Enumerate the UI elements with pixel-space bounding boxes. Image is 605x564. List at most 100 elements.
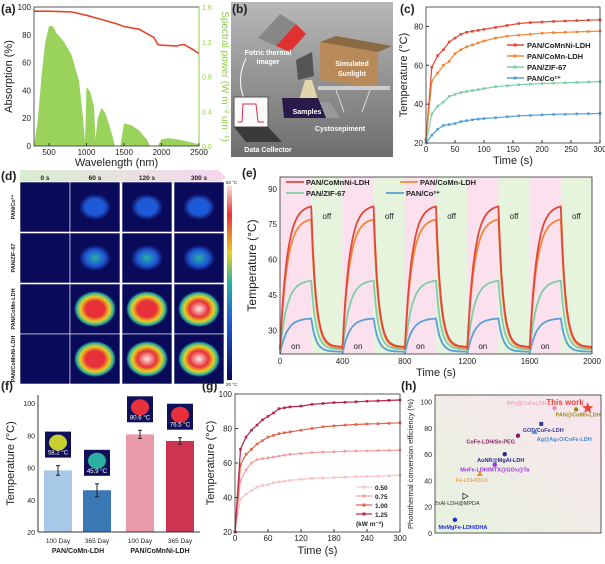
data-point bbox=[531, 428, 538, 434]
data-point bbox=[517, 83, 521, 87]
y-tick-label: 100 bbox=[23, 401, 35, 408]
axes-frame bbox=[434, 394, 602, 534]
x-axis-label: Time (s) bbox=[416, 367, 456, 379]
x-tick-label: 200 bbox=[535, 145, 549, 154]
legend-unit: (kW m⁻²) bbox=[356, 521, 383, 528]
data-point bbox=[387, 449, 391, 452]
legend-marker bbox=[362, 494, 366, 498]
collector-label: Data Collector bbox=[244, 147, 292, 154]
point-label: MnFe-LDH/MTX@GOx@Ta bbox=[460, 468, 530, 474]
plot-background bbox=[435, 395, 601, 533]
y-tick-label: 60 bbox=[22, 59, 31, 68]
data-point bbox=[261, 484, 264, 487]
x-tick-label: 0 bbox=[233, 534, 238, 543]
data-point bbox=[266, 456, 270, 460]
point-label: CoFe-LDH/Se-PEG bbox=[466, 440, 515, 446]
y-right-axis-label: Spectral power (W m⁻² um⁻¹) bbox=[219, 11, 230, 142]
point-label: ZnAl-LDH@MPDA bbox=[434, 501, 480, 507]
axes-frame bbox=[279, 176, 593, 355]
data-point bbox=[515, 433, 521, 438]
legend-label: 1.25 bbox=[375, 512, 388, 519]
y-tick-label: 60 bbox=[414, 61, 423, 70]
data-point bbox=[563, 112, 567, 116]
data-point bbox=[239, 478, 242, 482]
data-point bbox=[471, 29, 474, 33]
hot-spot bbox=[126, 291, 168, 327]
thermal-imager-body bbox=[258, 14, 296, 46]
y-axis-label: Photothermal conversion efficiency (%) bbox=[406, 399, 415, 529]
y-tick-label: 40 bbox=[424, 478, 432, 485]
data-point bbox=[332, 424, 336, 428]
y-tick-label: 40 bbox=[223, 494, 232, 503]
data-point bbox=[343, 400, 347, 404]
data-point bbox=[563, 19, 567, 23]
bar bbox=[126, 434, 154, 532]
data-point bbox=[299, 428, 303, 432]
data-point bbox=[288, 453, 292, 456]
x-tick-label: 1500 bbox=[115, 148, 133, 157]
data-point bbox=[447, 60, 451, 63]
data-point bbox=[277, 454, 281, 458]
x-tick-label: 300 bbox=[593, 145, 605, 154]
legend-label: 1.00 bbox=[375, 503, 388, 510]
data-point bbox=[459, 91, 463, 94]
data-point bbox=[494, 36, 497, 40]
data-point bbox=[354, 475, 358, 479]
thermal-image bbox=[19, 283, 71, 335]
data-point bbox=[376, 422, 380, 425]
thermal-image bbox=[19, 181, 71, 233]
data-point bbox=[244, 435, 248, 439]
data-point bbox=[453, 52, 457, 55]
y-tick-label: 80 bbox=[27, 433, 35, 440]
y-tick-label: 40 bbox=[414, 100, 423, 109]
y-tick-label: 40 bbox=[27, 498, 35, 505]
point-label: Fe-LDH/DOX bbox=[455, 478, 488, 484]
hot-spot bbox=[131, 245, 163, 271]
colorbar-min-label: 20 °C bbox=[226, 382, 238, 387]
data-point bbox=[539, 421, 544, 426]
data-point bbox=[255, 423, 259, 427]
y-axis-label: Temperature (°C) bbox=[245, 219, 259, 311]
panel-label: (d) bbox=[1, 169, 16, 183]
hot-spot bbox=[79, 194, 111, 220]
samples-label: Samples bbox=[293, 109, 322, 116]
time-label: 120 s bbox=[139, 175, 156, 182]
legend-label: PAN/CoMnNi-LDH bbox=[527, 41, 591, 50]
data-point bbox=[452, 517, 458, 523]
sunlight-box-top bbox=[320, 36, 392, 52]
data-point bbox=[575, 19, 579, 22]
data-point bbox=[563, 81, 567, 85]
y-tick-label: 0 bbox=[27, 142, 32, 151]
data-point bbox=[283, 406, 286, 410]
data-point bbox=[447, 123, 451, 126]
off-label: off bbox=[385, 212, 395, 221]
legend-label: 0.75 bbox=[375, 494, 388, 501]
data-point bbox=[529, 21, 532, 24]
data-point bbox=[261, 457, 264, 460]
point-label: This work bbox=[546, 398, 584, 407]
data-point bbox=[540, 113, 544, 117]
series-line bbox=[425, 81, 601, 144]
data-point bbox=[587, 30, 590, 33]
data-point bbox=[310, 427, 314, 430]
data-point bbox=[476, 470, 483, 476]
data-point bbox=[250, 489, 253, 492]
laptop-keyboard bbox=[234, 127, 282, 142]
data-point bbox=[354, 423, 358, 426]
stand-leg bbox=[335, 89, 345, 113]
hot-spot bbox=[183, 245, 215, 271]
data-point bbox=[343, 449, 347, 453]
data-point bbox=[354, 400, 358, 404]
data-point bbox=[505, 84, 509, 87]
point-label: Ag@Ag₂O/CoFe-LDH bbox=[537, 437, 592, 443]
data-point bbox=[492, 462, 497, 467]
x-tick-label: 2500 bbox=[190, 148, 208, 157]
x-axis-label: Wavelength (nm) bbox=[75, 157, 158, 169]
data-point bbox=[244, 468, 248, 472]
hot-spot bbox=[178, 291, 220, 327]
data-point bbox=[255, 458, 259, 461]
data-point bbox=[494, 26, 497, 29]
y-right-tick-label: 0.8 bbox=[202, 75, 212, 82]
y-tick-label: 20 bbox=[223, 528, 232, 537]
data-point bbox=[476, 88, 480, 91]
